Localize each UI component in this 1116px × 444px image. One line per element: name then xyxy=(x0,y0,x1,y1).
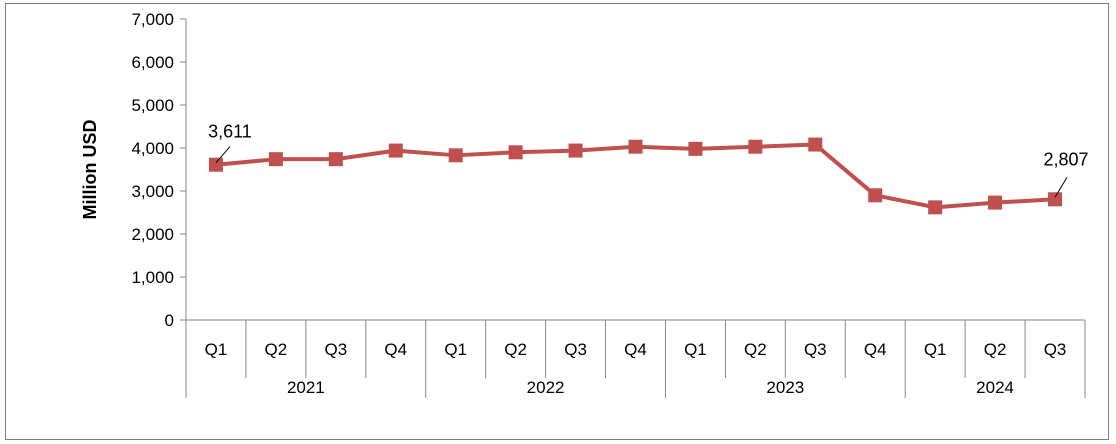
x-tick-label: Q1 xyxy=(444,340,467,359)
data-point-marker xyxy=(508,145,523,160)
x-tick-label: Q2 xyxy=(984,340,1007,359)
annotation-leader-line xyxy=(215,146,231,164)
data-point-marker xyxy=(448,148,463,163)
x-tick-label: Q4 xyxy=(864,340,887,359)
data-point-marker xyxy=(808,137,823,152)
y-tick-label: 2,000 xyxy=(131,225,174,244)
annotation-leader-line xyxy=(1054,177,1068,198)
x-group-label: 2024 xyxy=(976,378,1014,397)
data-point-marker xyxy=(268,152,283,167)
x-tick-label: Q3 xyxy=(324,340,347,359)
y-tick-label: 6,000 xyxy=(131,53,174,72)
y-tick-label: 4,000 xyxy=(131,139,174,158)
data-point-marker xyxy=(208,157,223,172)
y-axis-title: Million USD xyxy=(80,120,100,220)
x-tick-label: Q2 xyxy=(744,340,767,359)
x-tick-label: Q1 xyxy=(205,340,228,359)
data-point-marker xyxy=(688,141,703,156)
x-tick-label: Q4 xyxy=(624,340,647,359)
data-point-marker xyxy=(988,195,1003,210)
y-tick-label: 1,000 xyxy=(131,268,174,287)
data-label: 2,807 xyxy=(1044,149,1089,169)
x-tick-label: Q1 xyxy=(924,340,947,359)
x-tick-label: Q3 xyxy=(564,340,587,359)
x-tick-label: Q2 xyxy=(265,340,288,359)
data-point-marker xyxy=(388,143,403,158)
x-group-label: 2023 xyxy=(766,378,804,397)
x-tick-label: Q4 xyxy=(384,340,407,359)
x-tick-label: Q1 xyxy=(684,340,707,359)
x-group-label: 2022 xyxy=(527,378,565,397)
data-point-marker xyxy=(868,188,883,203)
data-point-marker xyxy=(748,139,763,154)
x-tick-label: Q3 xyxy=(804,340,827,359)
y-tick-label: 0 xyxy=(165,311,174,330)
x-group-label: 2021 xyxy=(287,378,325,397)
x-tick-label: Q2 xyxy=(504,340,527,359)
data-point-marker xyxy=(928,200,943,215)
data-label: 3,611 xyxy=(208,122,252,142)
y-tick-label: 5,000 xyxy=(131,96,174,115)
data-point-marker xyxy=(328,152,343,167)
x-tick-label: Q3 xyxy=(1044,340,1067,359)
data-point-marker xyxy=(568,143,583,158)
chart-frame xyxy=(5,3,1109,440)
data-point-marker xyxy=(1048,192,1063,207)
data-point-marker xyxy=(628,139,643,154)
y-tick-label: 7,000 xyxy=(131,10,174,29)
y-tick-label: 3,000 xyxy=(131,182,174,201)
